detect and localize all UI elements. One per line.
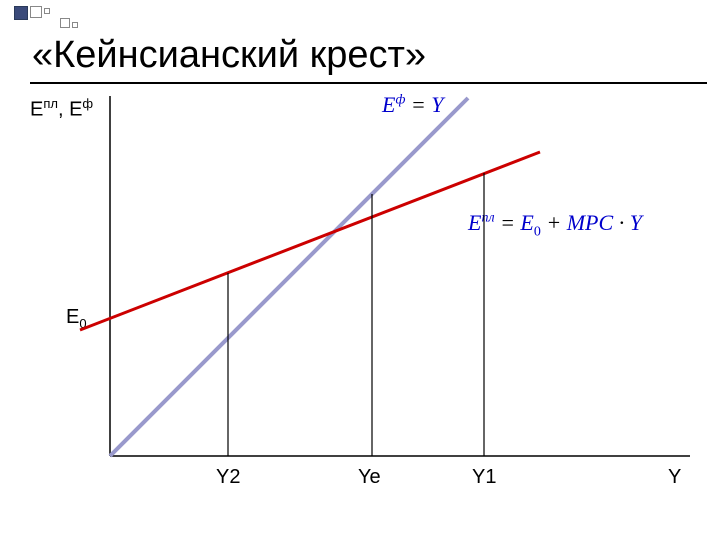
x-tick-label: Y2	[216, 466, 240, 489]
x-tick-label: Ye	[358, 466, 381, 489]
x-tick-label: Y1	[472, 466, 496, 489]
x-axis-end-label: Y	[668, 466, 681, 489]
keynesian-cross-chart	[0, 0, 720, 540]
